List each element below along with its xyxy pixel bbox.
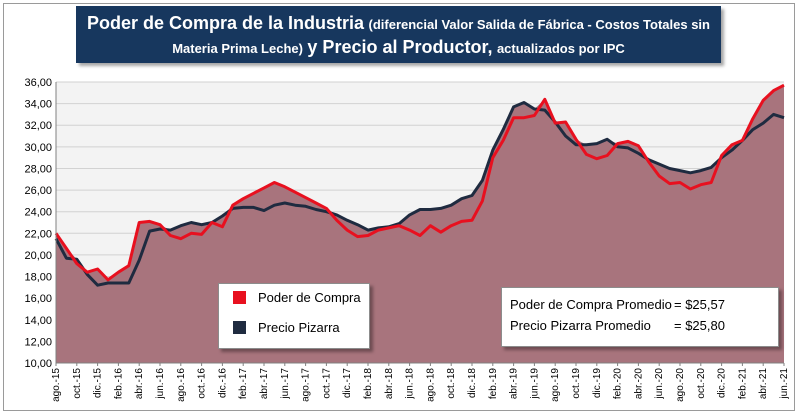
avg-label-poder: Poder de Compra Promedio (510, 297, 672, 312)
y-tick-label: 26,00 (24, 185, 52, 197)
x-tick-label: feb.-17 (238, 368, 249, 400)
avg-row-pizarra: Precio Pizarra Promedio = $25,80 (510, 318, 725, 333)
title-main: Poder de Compra de la Industria (87, 13, 365, 33)
title-main-2: y Precio al Productor, (307, 37, 493, 57)
y-tick-label: 12,00 (24, 336, 52, 348)
y-tick-label: 32,00 (24, 120, 52, 132)
x-tick-label: jun.-19 (529, 368, 540, 400)
title-sub-2: Materia Prima Leche) (172, 41, 303, 56)
x-tick-label: oct.-18 (446, 368, 457, 399)
series-lines (54, 83, 785, 287)
x-tick-label: oct.-15 (72, 368, 83, 399)
y-tick-label: 28,00 (24, 163, 52, 175)
x-tick-label: abr.-20 (633, 368, 644, 400)
legend-item-poder: Poder de Compra (233, 290, 361, 305)
x-tick-label: feb.-21 (737, 368, 748, 400)
avg-label-pizarra: Precio Pizarra Promedio (510, 318, 651, 333)
x-tick-label: jun.-17 (280, 368, 291, 400)
x-tick-label: dic.-16 (217, 368, 228, 398)
x-tick-label: feb.-20 (613, 368, 624, 400)
series-line-pizarra (54, 101, 785, 287)
x-tick-label: oct.-20 (696, 368, 707, 399)
legend-item-pizarra: Precio Pizarra (233, 320, 340, 335)
legend-label-pizarra: Precio Pizarra (258, 320, 340, 335)
legend-label-poder: Poder de Compra (258, 290, 361, 305)
x-tick-label: feb.-18 (363, 368, 374, 400)
y-tick-label: 36,00 (24, 77, 52, 89)
x-tick-label: ago.-18 (425, 368, 436, 402)
title-sub-1: (diferencial Valor Salida de Fábrica - C… (368, 17, 710, 32)
axes (55, 82, 784, 364)
title-sub-3: actualizados por IPC (496, 41, 625, 56)
x-tick-label: abr.-19 (509, 368, 520, 400)
x-tick-label: oct.-19 (571, 368, 582, 399)
x-tick-label: feb.-16 (113, 368, 124, 400)
x-tick-label: oct.-17 (321, 368, 332, 399)
legend: Poder de Compra Precio Pizarra (218, 283, 370, 349)
x-tick-label: ago.-19 (550, 368, 561, 402)
legend-swatch-pizarra (233, 321, 246, 334)
x-tick-label: dic.-20 (717, 368, 728, 398)
x-tick-label: dic.-15 (93, 368, 104, 398)
y-tick-label: 14,00 (24, 315, 52, 327)
x-tick-label: ago.-17 (301, 368, 312, 402)
x-tick-label: dic.-19 (592, 368, 603, 398)
x-tick-label: dic.-17 (342, 368, 353, 398)
x-tick-label: abr.-17 (259, 368, 270, 400)
x-tick-label: abr.-21 (758, 368, 769, 400)
x-tick-label: feb.-19 (488, 368, 499, 400)
y-tick-label: 30,00 (24, 142, 52, 154)
series-line-poder (54, 83, 785, 282)
chart-title: Poder de Compra de la Industria (diferen… (76, 6, 721, 63)
y-tick-label: 10,00 (24, 358, 52, 370)
x-tick-label: jun.-20 (654, 368, 665, 400)
avg-value-pizarra: = $25,80 (674, 318, 725, 333)
y-tick-label: 34,00 (24, 99, 52, 111)
avg-value-poder: = $25,57 (674, 297, 725, 312)
x-tick-label: jun.-18 (405, 368, 416, 400)
x-tick-label: ago.-16 (176, 368, 187, 402)
y-tick-label: 20,00 (24, 250, 52, 262)
x-tick-label: ago.-15 (51, 368, 62, 402)
x-axis-ticks: ago.-15 oct.-15 dic.-15 feb.-16 abr.-16 jun.-… (51, 363, 790, 402)
y-tick-label: 22,00 (24, 228, 52, 240)
x-tick-label: oct.-16 (197, 368, 208, 399)
legend-swatch-poder (233, 291, 246, 304)
y-tick-label: 24,00 (24, 207, 52, 219)
avg-row-poder: Poder de Compra Promedio = $25,57 (510, 297, 725, 312)
x-tick-label: abr.-16 (134, 368, 145, 400)
y-tick-label: 18,00 (24, 272, 52, 284)
x-tick-label: ago.-20 (675, 368, 686, 402)
averages-box: Poder de Compra Promedio = $25,57 Precio … (501, 287, 779, 347)
x-tick-label: abr.-18 (384, 368, 395, 400)
y-axis-ticks: 10,00 12,00 14,00 16,00 18,00 20,00 22,00 24,00… (24, 77, 52, 370)
x-tick-label: jun.-16 (155, 368, 166, 400)
x-tick-label: dic.-18 (467, 368, 478, 398)
y-tick-label: 16,00 (24, 293, 52, 305)
x-tick-label: jun.-21 (779, 368, 790, 400)
